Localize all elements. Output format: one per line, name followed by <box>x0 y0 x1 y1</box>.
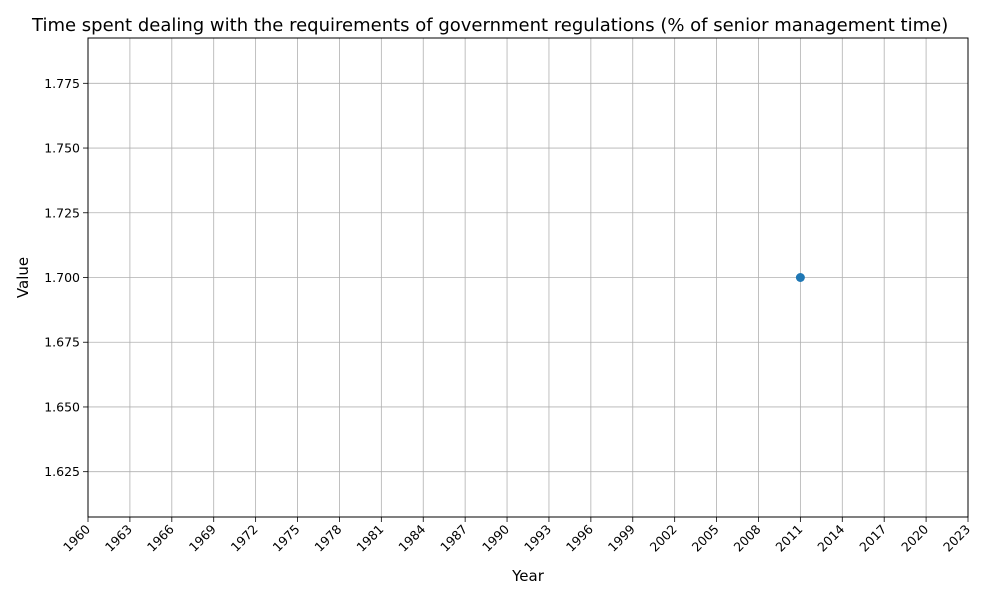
x-tick-label: 2017 <box>856 522 889 555</box>
x-tick-label: 1993 <box>521 522 554 555</box>
x-tick-label: 1984 <box>395 521 428 554</box>
y-tick-label: 1.775 <box>44 76 80 91</box>
x-tick-label: 1999 <box>605 521 638 554</box>
x-tick-label: 2011 <box>772 522 805 555</box>
x-tick-label: 2023 <box>940 522 973 555</box>
data-point <box>795 273 805 282</box>
x-axis-ticks: 1960 1963 1966 1969 1972 1975 1978 1981 1984 1987… <box>60 517 973 555</box>
grid-lines <box>87 38 969 517</box>
y-tick-label: 1.750 <box>44 141 80 156</box>
x-tick-label: 2005 <box>689 522 722 555</box>
x-tick-label: 1987 <box>437 522 470 555</box>
data-series <box>795 273 805 282</box>
x-tick-label: 1969 <box>186 521 219 554</box>
x-tick-label: 1960 <box>60 521 93 554</box>
y-tick-label: 1.675 <box>44 335 80 350</box>
x-axis-label: Year <box>511 567 545 585</box>
y-axis-label: Value <box>14 257 32 298</box>
x-tick-label: 2008 <box>730 521 763 554</box>
x-tick-label: 1966 <box>144 521 177 554</box>
x-tick-label: 2014 <box>814 521 847 554</box>
x-tick-label: 1996 <box>563 521 596 554</box>
y-axis-ticks: 1.625 1.650 1.675 1.700 1.725 1.750 1.775 <box>44 76 88 479</box>
x-tick-label: 2002 <box>647 522 680 555</box>
y-tick-label: 1.725 <box>44 205 80 220</box>
chart-title: Time spent dealing with the requirements… <box>31 15 948 36</box>
y-tick-label: 1.625 <box>44 464 80 479</box>
x-tick-label: 1963 <box>102 522 135 555</box>
x-tick-label: 1981 <box>353 522 386 555</box>
x-tick-label: 2020 <box>898 521 931 554</box>
x-tick-label: 1990 <box>479 521 512 554</box>
y-tick-label: 1.650 <box>44 399 80 414</box>
x-tick-label: 1978 <box>311 521 344 554</box>
x-tick-label: 1972 <box>228 522 261 555</box>
x-tick-label: 1975 <box>270 522 303 555</box>
y-tick-label: 1.700 <box>44 270 80 285</box>
